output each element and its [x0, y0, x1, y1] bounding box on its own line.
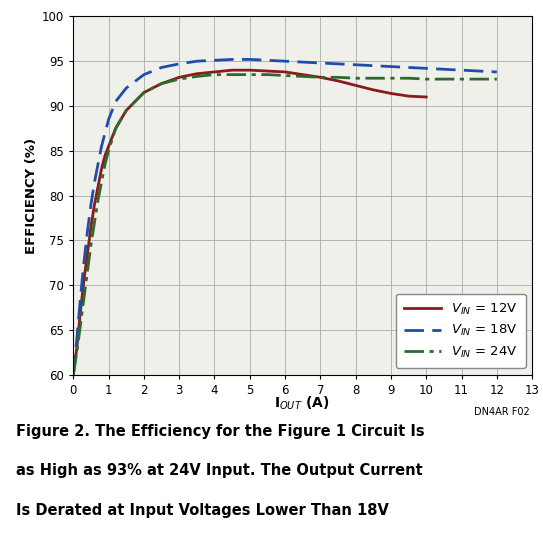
Y-axis label: EFFICIENCY (%): EFFICIENCY (%)	[25, 137, 38, 254]
Text: I$_{OUT}$ (A): I$_{OUT}$ (A)	[274, 395, 329, 412]
Legend: $V_{IN}$ = 12V, $V_{IN}$ = 18V, $V_{IN}$ = 24V: $V_{IN}$ = 12V, $V_{IN}$ = 18V, $V_{IN}$…	[396, 294, 526, 368]
Text: Figure 2. The Efficiency for the Figure 1 Circuit Is: Figure 2. The Efficiency for the Figure …	[16, 424, 425, 439]
Text: DN4AR F02: DN4AR F02	[473, 407, 529, 417]
Text: as High as 93% at 24V Input. The Output Current: as High as 93% at 24V Input. The Output …	[16, 463, 423, 478]
Text: Is Derated at Input Voltages Lower Than 18V: Is Derated at Input Voltages Lower Than …	[16, 503, 389, 517]
